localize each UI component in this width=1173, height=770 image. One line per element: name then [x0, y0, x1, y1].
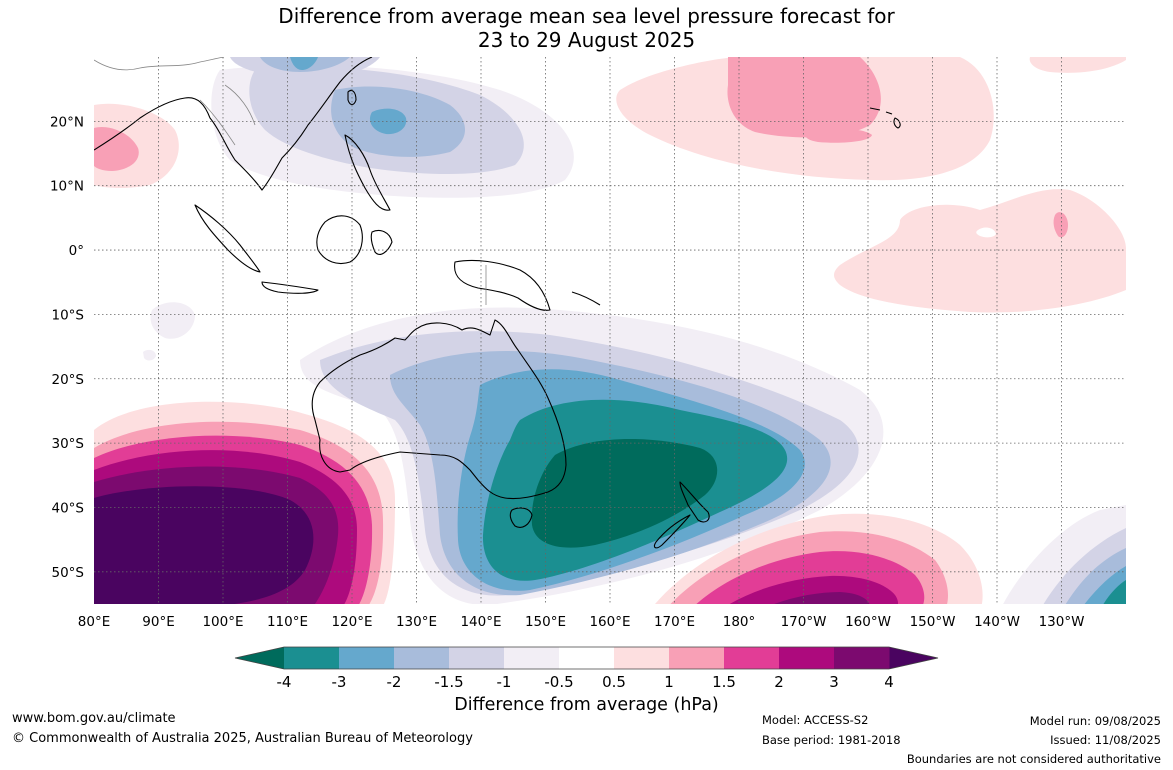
- model-run-date: Model run: 09/08/2025: [1029, 714, 1161, 728]
- colorbar-low-extend-arrow: [235, 647, 284, 669]
- longitude-label: 100°E: [202, 614, 243, 630]
- asia-mainland-coastline: [94, 57, 373, 191]
- copyright-text: © Commonwealth of Australia 2025, Austra…: [12, 731, 473, 746]
- colorbar-tick-label: 4: [884, 673, 894, 691]
- longitude-label: 110°E: [267, 614, 308, 630]
- longitude-labels: 80°E 90°E 100°E 110°E 120°E 130°E 140°E 150°E 16…: [78, 614, 1085, 630]
- colorbar-bin: [559, 647, 615, 669]
- anomaly-field-southwest-high: [94, 401, 395, 604]
- colorbar-tick-label: -4: [277, 673, 292, 691]
- latitude-label: 0°: [69, 243, 84, 259]
- new-guinea-coastline: [454, 259, 551, 311]
- anomaly-field-equatorial-pacific-high: [834, 189, 1126, 313]
- model-name: Model: ACCESS-S2: [762, 713, 869, 727]
- longitude-label: 80°E: [78, 614, 110, 630]
- colorbar-bin: [669, 647, 725, 669]
- colorbar-tick-labels: -4 -3 -2 -1.5 -1 -0.5 0.5 1 1.5 2 3 4: [277, 673, 894, 691]
- longitude-label: 160°E: [589, 614, 630, 630]
- colorbar-tick-label: 0.5: [602, 673, 626, 691]
- latitude-label: 20°N: [50, 114, 84, 130]
- latitude-label: 40°S: [52, 500, 85, 516]
- latitude-label: 10°S: [52, 307, 85, 323]
- colorbar-bin: [284, 647, 340, 669]
- latitude-label: 20°S: [52, 372, 85, 388]
- colorbar-tick-label: 1: [664, 673, 674, 691]
- sulawesi-coastline: [370, 229, 393, 255]
- new-zealand-coastline: [653, 481, 710, 549]
- colorbar-tick-label: -0.5: [544, 673, 573, 691]
- longitude-label: 130°W: [1039, 614, 1085, 630]
- colorbar: -4 -3 -2 -1.5 -1 -0.5 0.5 1 1.5 2 3 4: [234, 646, 939, 691]
- tasmania-coastline: [509, 507, 533, 528]
- graticule: [94, 57, 1126, 604]
- colorbar-bin: [779, 647, 835, 669]
- anomaly-field-west-india: [94, 103, 179, 189]
- longitude-label: 140°E: [460, 614, 501, 630]
- longitude-label: 170°E: [654, 614, 695, 630]
- colorbar-high-extend-arrow: [889, 647, 938, 669]
- colorbar-bin: [449, 647, 505, 669]
- latitude-labels: 20°N 10°N 0° 10°S 20°S 30°S 40°S 50°S: [50, 114, 84, 580]
- philippines-coastline: [344, 134, 391, 211]
- website-link[interactable]: www.bom.gov.au/climate: [12, 711, 176, 726]
- colorbar-tick-label: 1.5: [712, 673, 736, 691]
- latitude-label: 30°S: [52, 436, 85, 452]
- longitude-label: 170°W: [781, 614, 827, 630]
- anomaly-field-north-pacific-high: [616, 57, 1126, 181]
- java-coastline: [261, 281, 319, 294]
- base-period: Base period: 1981-2018: [762, 733, 901, 747]
- colorbar-tick-label: 3: [829, 673, 839, 691]
- longitude-label: 150°E: [525, 614, 566, 630]
- colorbar-bins: [234, 646, 939, 670]
- colorbar-bin: [504, 647, 560, 669]
- longitude-label: 130°E: [396, 614, 437, 630]
- anomaly-field-southeast-pacific-low: [1003, 505, 1126, 604]
- colorbar-bin: [614, 647, 670, 669]
- longitude-label: 120°E: [331, 614, 372, 630]
- sumatra-coastline: [194, 204, 261, 273]
- colorbar-bin: [339, 647, 395, 669]
- longitude-label: 140°W: [974, 614, 1020, 630]
- colorbar-bin: [724, 647, 780, 669]
- map-plot-area: [94, 57, 1126, 604]
- latitude-label: 50°S: [52, 565, 85, 581]
- country-borders: [94, 57, 487, 305]
- colorbar-tick-label: -1.5: [434, 673, 463, 691]
- colorbar-bin: [394, 647, 450, 669]
- taiwan-coastline: [347, 89, 357, 106]
- longitude-label: 160°W: [845, 614, 891, 630]
- colorbar-tick-label: 2: [774, 673, 784, 691]
- anomaly-field-small-lows: [143, 302, 195, 361]
- longitude-label: 150°W: [910, 614, 956, 630]
- title-line-1: Difference from average mean sea level p…: [278, 4, 895, 28]
- solomons-coastline: [571, 291, 601, 306]
- longitude-label: 180°: [723, 614, 756, 630]
- issued-date: Issued: 11/08/2025: [1050, 733, 1161, 747]
- longitude-label: 90°E: [142, 614, 174, 630]
- title-line-2: 23 to 29 August 2025: [477, 28, 696, 52]
- colorbar-outline: [234, 646, 939, 670]
- colorbar-tick-label: -2: [387, 673, 402, 691]
- australia-coastline: [311, 319, 567, 500]
- latitude-label: 10°N: [50, 179, 84, 195]
- colorbar-tick-label: -3: [332, 673, 347, 691]
- colorbar-title: Difference from average (hPa): [454, 695, 719, 715]
- anomaly-field-south-pacific-high: [655, 513, 983, 604]
- coastlines: [94, 57, 901, 549]
- colorbar-bin: [834, 647, 890, 669]
- colorbar-tick-label: -1: [497, 673, 512, 691]
- boundaries-disclaimer: Boundaries are not considered authoritat…: [906, 752, 1161, 766]
- map-title: Difference from average mean sea level p…: [0, 4, 1173, 52]
